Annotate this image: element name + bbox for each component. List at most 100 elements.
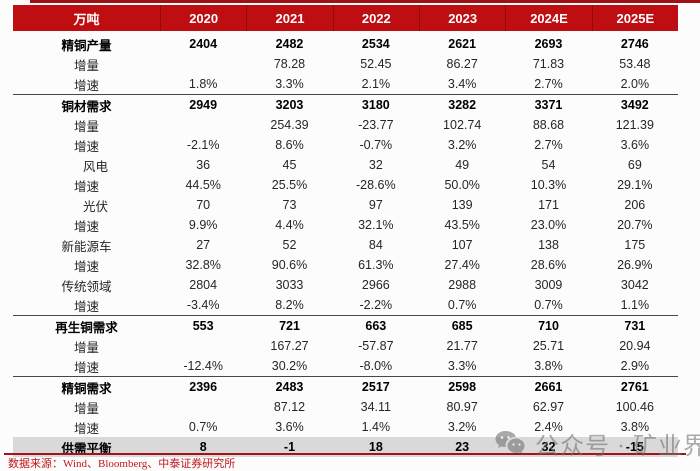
value-cell: 3.2%: [447, 420, 477, 434]
value-cell: 3.8%: [534, 359, 563, 373]
value-cell: 2.4%: [534, 420, 563, 434]
value-cell: 2746: [620, 37, 649, 51]
value-cell: 52.45: [360, 57, 392, 71]
value-cell: 25.5%: [271, 178, 308, 192]
value-cell: 69: [627, 158, 642, 172]
value-cell: 3371: [534, 98, 563, 112]
value-cell: 32.8%: [185, 258, 221, 272]
value-cell: 36: [196, 158, 211, 172]
value-cell: 102.74: [443, 118, 482, 132]
table-row: 风电 36 45 32 49 54 69: [13, 155, 678, 175]
value-cell: 27.4%: [444, 258, 480, 272]
table-row: 增速 1.8% 3.3% 2.1% 3.4% 2.7% 2.0%: [13, 74, 678, 95]
value-cell: 53.48: [619, 57, 651, 71]
value-cell: 21.77: [446, 339, 478, 353]
value-cell: 10.3%: [530, 178, 567, 192]
value-cell: -57.87: [358, 339, 394, 353]
value-cell: 25.71: [532, 339, 565, 353]
table-row: 增速 9.9% 4.4% 32.1% 43.5% 23.0% 20.7%: [13, 215, 678, 235]
value-cell: 30.2%: [271, 359, 308, 373]
value-cell: 139: [451, 198, 473, 212]
value-cell: 23: [455, 440, 470, 454]
value-cell: 73: [282, 198, 297, 212]
value-cell: 49: [455, 158, 470, 172]
value-cell: 3.2%: [447, 138, 477, 152]
top-border-line: [30, 0, 700, 3]
row-label: 增速: [73, 78, 99, 93]
value-cell: 32: [368, 158, 383, 172]
table-row: 再生铜需求 553 721 663 685 710 731: [13, 316, 678, 336]
table-row: 增量 254.39 -23.77 102.74 88.68 121.39: [13, 115, 678, 135]
value-cell: -2.2%: [359, 298, 393, 312]
value-cell: 32.1%: [358, 218, 394, 232]
row-label: 再生铜需求: [55, 320, 118, 335]
value-cell: 171: [538, 198, 559, 212]
value-cell: 44.5%: [185, 178, 221, 192]
value-cell: 27: [196, 238, 211, 252]
value-cell: 97: [368, 198, 383, 212]
table-row: 增量 78.28 52.45 86.27 71.83 53.48: [13, 54, 678, 74]
value-cell: 78.28: [273, 57, 306, 71]
value-cell: 3203: [275, 98, 304, 112]
value-cell: 3.3%: [447, 359, 477, 373]
value-cell: 28.6%: [530, 258, 567, 272]
value-cell: 52: [282, 238, 297, 252]
value-cell: 84: [368, 238, 383, 252]
row-label: 增速: [73, 259, 99, 274]
value-cell: 1.8%: [188, 77, 218, 91]
value-cell: -3.4%: [186, 298, 220, 312]
table-row: 增量 167.27 -57.87 21.77 25.71 20.94: [13, 336, 678, 356]
value-cell: 8: [199, 440, 207, 454]
value-cell: 2804: [189, 278, 218, 292]
value-cell: 45: [282, 158, 297, 172]
value-cell: 4.4%: [275, 218, 304, 232]
table-row: 增量 87.12 34.11 80.97 62.97 100.46: [13, 397, 678, 417]
value-cell: 0.7%: [447, 298, 477, 312]
year-header-cell: 2022: [332, 5, 419, 31]
value-cell: 3009: [534, 278, 563, 292]
value-cell: 3042: [620, 278, 649, 292]
value-cell: 2396: [189, 380, 218, 394]
value-cell: 26.9%: [617, 258, 653, 272]
value-cell: -12.4%: [183, 359, 223, 373]
value-cell: 0.7%: [188, 420, 218, 434]
year-header-cell: 2024E: [505, 5, 591, 31]
value-cell: 3.8%: [620, 420, 650, 434]
value-cell: 1.1%: [620, 298, 650, 312]
value-cell: 2482: [275, 37, 304, 51]
value-cell: 2693: [534, 37, 563, 51]
year-header-cell: 2020: [160, 5, 246, 31]
value-cell: 138: [538, 238, 559, 252]
value-cell: 8.2%: [275, 298, 304, 312]
value-cell: 2.9%: [620, 359, 650, 373]
table-row: 光伏 70 73 97 139 171 206: [13, 195, 678, 215]
value-cell: 2517: [361, 380, 390, 394]
value-cell: 80.97: [446, 400, 478, 414]
value-cell: 721: [279, 319, 300, 333]
value-cell: 87.12: [273, 400, 306, 414]
table-row: 增速 -2.1% 8.6% -0.7% 3.2% 2.7% 3.6%: [13, 135, 678, 155]
value-cell: 50.0%: [444, 178, 480, 192]
table-body: 精铜产量 2404 2482 2534 2621 2693 2746 增量 78.28 52.45…: [13, 34, 678, 457]
value-cell: 2661: [534, 380, 563, 394]
value-cell: 23.0%: [530, 218, 567, 232]
value-cell: -1: [283, 440, 296, 454]
row-label: 增量: [73, 340, 99, 355]
value-cell: 54: [541, 158, 556, 172]
table-row: 增速 32.8% 90.6% 61.3% 27.4% 28.6% 26.9%: [13, 255, 678, 275]
value-cell: 2.1%: [361, 77, 391, 91]
value-cell: 3180: [361, 98, 390, 112]
table-row: 传统领域 2804 3033 2966 2988 3009 3042: [13, 275, 678, 295]
value-cell: 20.7%: [617, 218, 653, 232]
value-cell: 175: [624, 238, 646, 252]
row-label: 增量: [73, 401, 99, 416]
row-label: 增速: [73, 421, 99, 436]
value-cell: 20.94: [619, 339, 651, 353]
value-cell: -28.6%: [356, 178, 396, 192]
value-cell: 3.3%: [275, 77, 304, 91]
value-cell: -15: [625, 440, 644, 454]
row-label: 新能源车: [61, 239, 112, 254]
value-cell: 18: [368, 440, 383, 454]
row-label: 铜材需求: [61, 99, 112, 114]
value-cell: 34.11: [360, 400, 391, 414]
